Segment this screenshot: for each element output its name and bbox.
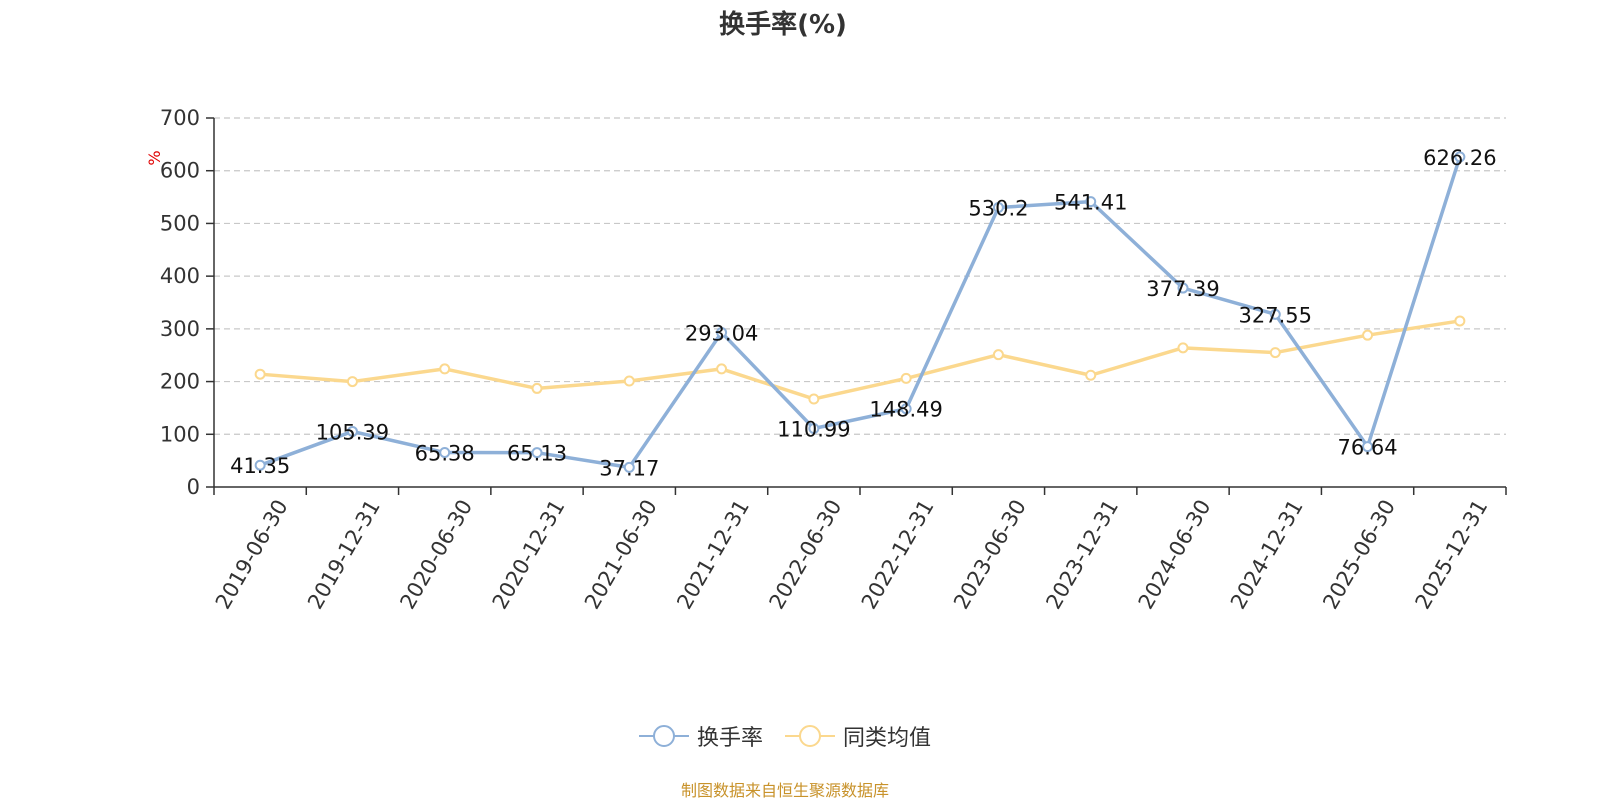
data-point (254, 368, 266, 380)
y-tick-label: 0 (187, 475, 200, 499)
x-tick-label: 2021-06-30 (580, 496, 662, 614)
legend-marker-peer-average-icon (785, 725, 835, 747)
data-label: 105.39 (316, 420, 389, 444)
data-point (1177, 282, 1189, 294)
y-tick-label: 500 (160, 211, 200, 235)
data-label: 76.64 (1338, 436, 1398, 460)
data-label: 626.26 (1423, 146, 1496, 170)
data-label: 41.35 (230, 454, 290, 478)
source-note: 制图数据来自恒生聚源数据库 (680, 781, 889, 800)
x-tick-label: 2022-06-30 (765, 496, 847, 614)
data-point (1269, 308, 1281, 320)
data-point (623, 375, 635, 387)
legend-label-turnover: 换手率 (696, 726, 763, 751)
data-label: 65.13 (507, 442, 567, 466)
y-axis-unit-label: % (145, 150, 164, 165)
data-point (1269, 347, 1281, 359)
series-line (259, 156, 1462, 470)
y-tick-label: 200 (160, 370, 200, 394)
data-point (439, 447, 451, 459)
y-tick-label: 700 (160, 106, 200, 130)
data-point (531, 382, 543, 394)
x-tick-label: 2021-12-31 (672, 496, 754, 614)
chart-title: 换手率(%) (719, 10, 847, 40)
data-label: 541.41 (1054, 191, 1127, 215)
x-tick-label: 2022-12-31 (857, 496, 939, 614)
data-point (1085, 369, 1097, 381)
legend-label-peer-average: 同类均值 (843, 726, 932, 751)
data-point (531, 447, 543, 459)
data-label: 148.49 (869, 398, 942, 422)
x-tick-label: 2020-12-31 (488, 496, 570, 614)
data-point (346, 425, 358, 437)
data-label: 65.38 (415, 442, 475, 466)
x-tick-label: 2024-06-30 (1134, 496, 1216, 614)
y-tick-label: 600 (160, 159, 200, 183)
data-label: 110.99 (777, 417, 850, 441)
data-label: 293.04 (685, 322, 758, 346)
x-tick-label: 2019-06-30 (211, 496, 293, 614)
data-point (623, 461, 635, 473)
data-point (346, 376, 358, 388)
x-tick-label: 2023-12-31 (1041, 496, 1123, 614)
data-label: 377.39 (1146, 277, 1219, 301)
data-point (1177, 342, 1189, 354)
legend-item-peer-average[interactable]: 同类均值 (785, 720, 931, 752)
x-tick-label: 2025-12-31 (1411, 496, 1493, 614)
x-tick-label: 2023-06-30 (949, 496, 1031, 614)
data-point (1454, 315, 1466, 327)
data-point (1454, 151, 1466, 163)
x-tick-label: 2025-06-30 (1318, 496, 1400, 614)
y-tick-label: 300 (160, 317, 200, 341)
data-point (1085, 196, 1097, 208)
data-point (1362, 329, 1374, 341)
data-label: 530.2 (968, 197, 1028, 221)
data-point (808, 393, 820, 405)
data-point (900, 403, 912, 415)
data-point (900, 372, 912, 384)
data-point (439, 363, 451, 375)
data-point (254, 459, 266, 471)
y-tick-label: 400 (160, 264, 200, 288)
data-point (808, 422, 820, 434)
x-tick-label: 2019-12-31 (303, 496, 385, 614)
series-line (260, 319, 1461, 401)
data-point (716, 363, 728, 375)
legend-marker-turnover-icon (638, 725, 689, 747)
data-label: 37.17 (599, 456, 659, 480)
data-point (992, 349, 1004, 361)
data-label: 327.55 (1239, 303, 1312, 327)
x-tick-label: 2020-06-30 (395, 496, 477, 614)
chart-legend: 换手率 同类均值 (0, 720, 1570, 752)
y-tick-label: 100 (160, 422, 200, 446)
data-point (992, 202, 1004, 214)
data-point (1362, 441, 1374, 453)
data-point (716, 327, 728, 339)
x-tick-label: 2024-12-31 (1226, 496, 1308, 614)
legend-item-turnover[interactable]: 换手率 (638, 720, 763, 752)
